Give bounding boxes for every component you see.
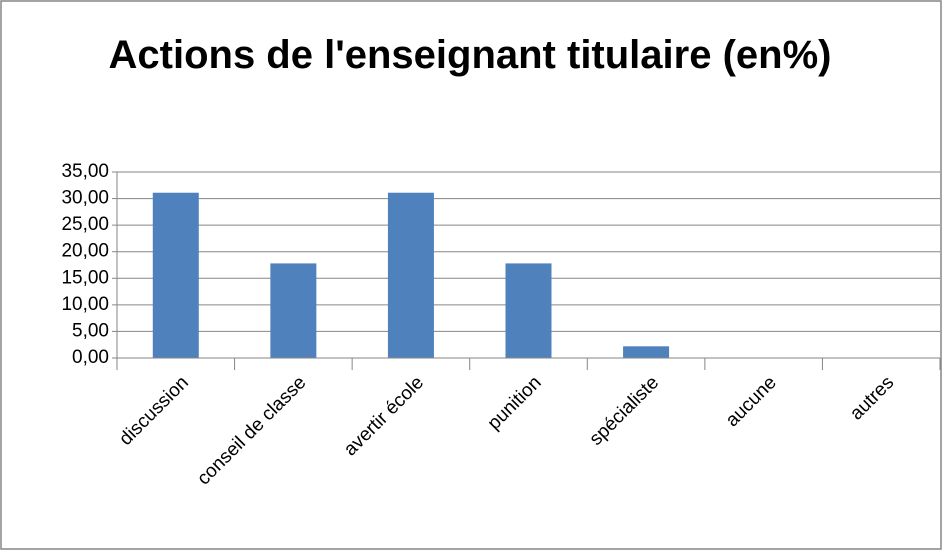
bar (270, 263, 317, 358)
y-tick-label: 5,00 (72, 320, 109, 341)
y-tick-label: 15,00 (61, 267, 109, 288)
y-tick-label: 30,00 (61, 188, 109, 209)
x-tick-label: spécialiste (586, 372, 664, 450)
bar (623, 346, 670, 358)
chart-title: Actions de l'enseignant titulaire (en%) (108, 33, 832, 77)
bar (387, 192, 434, 358)
y-tick-label: 25,00 (61, 214, 109, 235)
x-tick-label: discussion (115, 372, 193, 450)
y-tick-label: 0,00 (72, 347, 109, 368)
x-tick-label: avertir école (340, 372, 428, 460)
x-tick-label: aucune (722, 372, 781, 431)
bar (152, 192, 199, 358)
y-tick-label: 10,00 (61, 294, 109, 315)
x-tick-label: punition (484, 372, 546, 434)
y-tick-label: 35,00 (61, 161, 109, 182)
x-tick-label: autres (846, 372, 898, 424)
x-tick-label: conseil de classe (193, 372, 310, 489)
y-tick-label: 20,00 (61, 241, 109, 262)
bar (505, 263, 552, 358)
